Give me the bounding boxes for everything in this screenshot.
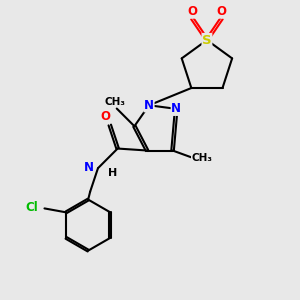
Text: O: O xyxy=(187,5,197,18)
Text: H: H xyxy=(108,168,117,178)
Text: CH₃: CH₃ xyxy=(191,153,212,164)
Text: O: O xyxy=(217,5,226,18)
Text: Cl: Cl xyxy=(26,201,39,214)
Text: N: N xyxy=(144,99,154,112)
Text: CH₃: CH₃ xyxy=(104,97,125,106)
Text: N: N xyxy=(171,102,181,116)
Text: O: O xyxy=(101,110,111,123)
Text: N: N xyxy=(84,161,94,174)
Text: S: S xyxy=(202,34,212,46)
